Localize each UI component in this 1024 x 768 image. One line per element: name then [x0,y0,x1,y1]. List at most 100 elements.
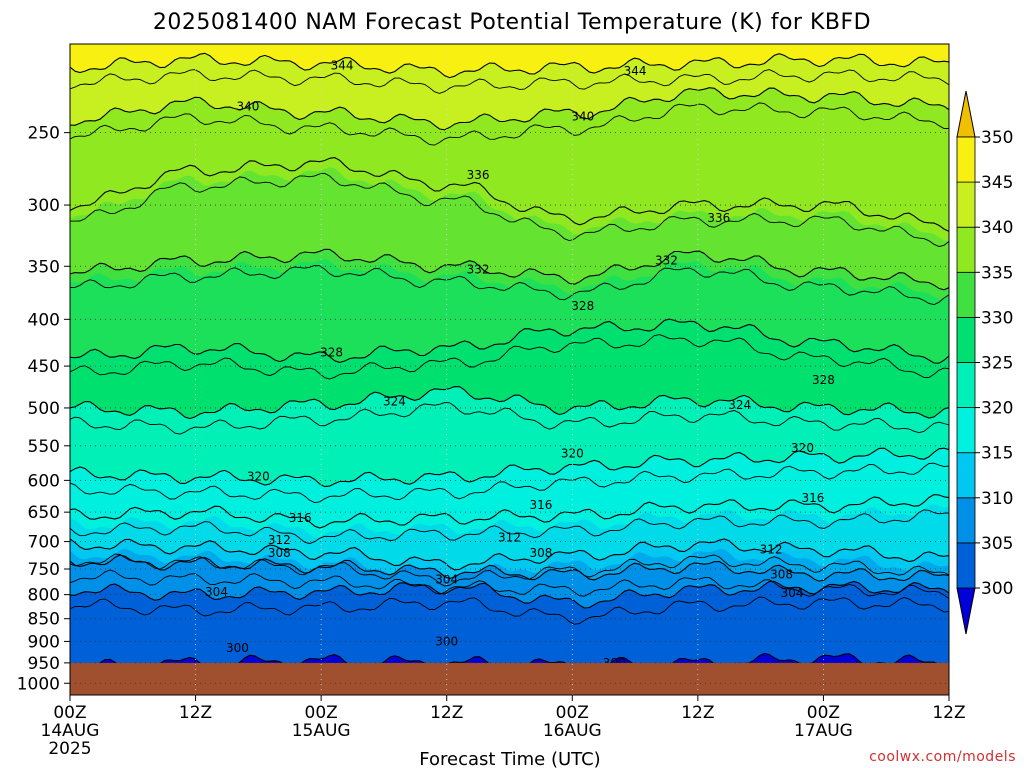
contour-label-332: 332 [467,263,490,277]
contour-label-344: 344 [331,58,354,72]
contour-label-340: 340 [571,109,594,123]
x-tick-label-48: 00Z [556,703,589,723]
contour-label-300: 300 [435,634,458,648]
colorbar-swatch-325 [956,316,976,363]
y-tick-label-900: 900 [28,632,60,652]
colorbar-label-345: 345 [981,173,1013,193]
x-tick-label-24: 00Z [305,703,338,723]
contour-line-304 [70,580,949,609]
contour-label-312: 312 [268,533,291,547]
contour-label-336: 336 [707,211,730,225]
y-tick-label-300: 300 [28,196,60,216]
x-axis-label: Forecast Time (UTC) [419,749,600,768]
chart-title: 2025081400 NAM Forecast Potential Temper… [153,10,871,35]
contour-line-340 [70,87,949,131]
contour-label-316: 316 [289,511,312,525]
colorbar-swatch-340 [956,181,976,228]
colorbar-swatch-345 [956,136,976,183]
contour-label-328: 328 [320,346,343,360]
y-tick-label-800: 800 [28,586,60,606]
contour-label-316: 316 [802,491,825,505]
source-credit: coolwx.com/models [869,749,1016,765]
x-tick-label-12: 12Z [179,703,212,723]
colorbar-swatch-315 [956,407,976,454]
y-tick-label-1000: 1000 [17,674,60,694]
ground-layer [70,662,949,695]
y-tick-label-650: 650 [28,503,60,523]
contour-label-312: 312 [498,531,521,545]
colorbar-swatch-335 [956,226,976,273]
contour-line-minor-312 [70,553,949,587]
contour-label-340: 340 [236,99,259,113]
x-tick-year-0: 2025 [48,739,91,759]
x-tick-date-24: 15AUG [292,721,351,741]
contour-line-minor-320 [70,462,949,504]
y-tick-label-950: 950 [28,654,60,674]
colorbar-label-335: 335 [981,263,1013,283]
contour-line-minor-332 [70,265,949,306]
colorbar-label-300: 300 [981,579,1013,599]
colorbar-label-350: 350 [981,128,1013,148]
contour-label-324: 324 [383,395,406,409]
colorbar-label-320: 320 [981,399,1013,419]
y-axis-ticks: 2503003504004505005506006507007508008509… [17,124,70,694]
colorbar-label-330: 330 [981,308,1013,328]
colorbar: 300 305 310 315 320 325 330 335 340 345 350 [956,90,1013,635]
colorbar-swatch-330 [956,271,976,318]
contour-line-324 [70,386,949,420]
contour-line-minor-308 [70,569,949,599]
contour-label-328: 328 [571,299,594,313]
x-tick-label-36: 12Z [430,703,463,723]
contour-line-308 [70,554,949,582]
colorbar-label-340: 340 [981,218,1013,238]
x-tick-label-0: 00Z [53,703,86,723]
contour-label-300: 300 [226,641,249,655]
contour-label-316: 316 [529,498,552,512]
colorbar-label-310: 310 [981,489,1013,509]
y-tick-label-350: 350 [28,257,60,277]
contour-label-336: 336 [467,168,490,182]
ground-below-surface [70,662,949,695]
contour-line-minor-316 [70,509,949,545]
contour-label-304: 304 [205,585,228,599]
colorbar-top-arrow [956,90,976,138]
contour-label-320: 320 [791,441,814,455]
x-tick-label-60: 12Z [681,703,714,723]
y-tick-label-850: 850 [28,610,60,630]
x-tick-date-72: 17AUG [794,721,853,741]
contour-line-344 [70,52,949,79]
colorbar-swatch-310 [956,452,976,499]
colorbar-bottom-arrow [956,587,976,635]
y-tick-label-700: 700 [28,533,60,553]
x-tick-label-84: 12Z [932,703,965,723]
contour-line-minor-344 [70,69,949,94]
y-tick-label-750: 750 [28,560,60,580]
y-tick-label-600: 600 [28,471,60,491]
colorbar-label-305: 305 [981,534,1013,554]
contour-line-320 [70,447,949,488]
x-tick-date-0: 14AUG [41,721,100,741]
y-tick-label-500: 500 [28,399,60,419]
contour-line-minor-340 [70,102,949,146]
contour-line-minor-304 [70,596,949,625]
contour-line-316 [70,494,949,529]
contour-line-328 [70,318,949,364]
contour-label-308: 308 [770,567,793,581]
colorbar-swatch-300 [956,542,976,589]
contour-line-minor-328 [70,334,949,380]
y-tick-label-400: 400 [28,310,60,330]
contour-line-minor-324 [70,402,949,435]
y-tick-label-450: 450 [28,357,60,377]
contour-label-320: 320 [561,447,584,461]
contour-line-332 [70,248,949,291]
colorbar-label-315: 315 [981,444,1013,464]
contour-label-304: 304 [781,586,804,600]
contour-label-324: 324 [728,398,751,412]
contour-label-312: 312 [760,542,783,556]
x-tick-label-72: 00Z [807,703,840,723]
contour-line-336 [70,157,949,232]
contour-label-320: 320 [247,469,270,483]
